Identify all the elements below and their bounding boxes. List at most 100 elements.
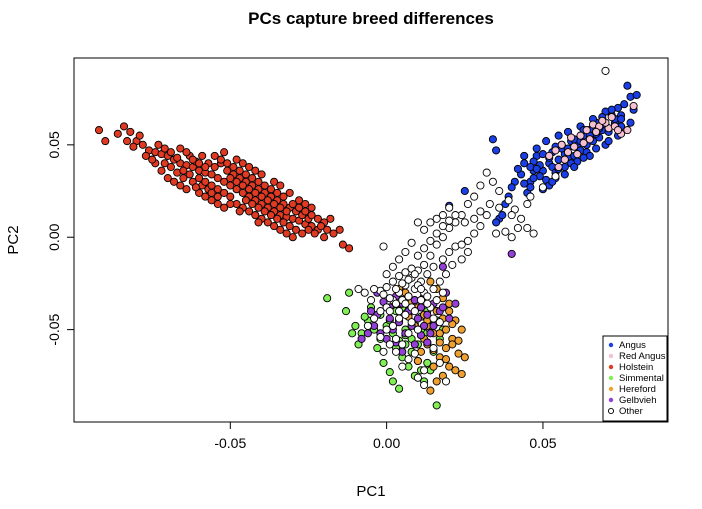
data-point [520, 151, 529, 160]
x-axis-label: PC1 [356, 483, 385, 500]
data-point [423, 310, 432, 319]
data-point [429, 344, 438, 353]
data-point [291, 225, 301, 234]
data-point [441, 325, 451, 334]
data-point [220, 148, 229, 157]
data-point [285, 188, 294, 197]
legend-item: Simmental [608, 373, 664, 384]
data-point [570, 142, 579, 151]
data-point [391, 284, 401, 294]
data-point [279, 192, 288, 201]
data-point [295, 196, 304, 205]
data-point [560, 170, 569, 179]
data-point [451, 211, 460, 220]
data-point [229, 162, 238, 172]
data-point [163, 174, 172, 183]
data-point [410, 340, 419, 349]
data-point [257, 192, 266, 201]
data-point [270, 222, 279, 231]
data-point [413, 251, 422, 260]
data-point [438, 222, 447, 231]
data-point [448, 340, 457, 349]
data-point [404, 275, 413, 284]
data-point [345, 288, 354, 297]
data-point [201, 177, 210, 186]
data-point [426, 386, 435, 395]
data-point [220, 188, 229, 197]
data-point [482, 168, 491, 177]
data-point [554, 162, 563, 172]
data-point [385, 307, 394, 316]
x-tick-label: -0.05 [214, 435, 246, 451]
data-point [413, 356, 422, 366]
data-point [429, 284, 438, 294]
data-point [629, 101, 638, 111]
data-point [507, 183, 516, 192]
data-point [488, 177, 497, 186]
data-point [220, 203, 229, 212]
series-holstein [94, 122, 354, 253]
data-point [623, 81, 632, 90]
data-point [201, 162, 210, 172]
data-point [395, 384, 404, 393]
data-point [241, 196, 250, 205]
data-point [216, 155, 225, 164]
data-point [488, 135, 497, 144]
data-point [176, 144, 185, 153]
data-point [119, 122, 129, 131]
data-point [432, 401, 441, 410]
legend-label: Gelbvieh [619, 395, 657, 406]
points-layer [94, 66, 641, 410]
data-point [404, 292, 413, 301]
data-point [341, 307, 351, 316]
data-point [398, 340, 407, 349]
data-point [298, 229, 307, 238]
data-point [460, 186, 469, 196]
data-point [426, 236, 435, 245]
data-point [404, 355, 413, 364]
data-point [207, 188, 216, 197]
data-point [404, 329, 413, 338]
data-point [276, 203, 285, 212]
data-point [632, 90, 641, 100]
data-point [166, 162, 175, 172]
data-point [385, 368, 394, 377]
data-point [463, 247, 472, 257]
data-point [420, 244, 429, 253]
data-point [357, 334, 366, 343]
data-point [573, 150, 582, 159]
data-point [254, 218, 263, 227]
data-point [395, 307, 404, 316]
data-point [279, 218, 288, 227]
data-point [398, 279, 407, 288]
data-point [266, 185, 276, 194]
data-point [529, 174, 538, 183]
data-point [520, 179, 529, 188]
data-point [223, 159, 232, 168]
data-point [482, 211, 491, 220]
data-point [435, 329, 444, 338]
data-point [335, 225, 344, 234]
data-point [345, 244, 354, 253]
data-point [251, 211, 260, 220]
data-point [245, 207, 254, 216]
data-point [366, 296, 376, 305]
data-point [526, 192, 535, 201]
legend-box [602, 335, 668, 422]
data-point [457, 255, 466, 264]
data-point [441, 377, 451, 386]
legend-item: Red Angus [608, 351, 666, 362]
data-point [276, 225, 285, 234]
data-point [438, 262, 447, 271]
data-point [329, 229, 338, 238]
data-point [210, 162, 219, 172]
data-point [579, 153, 588, 162]
data-point [179, 166, 188, 175]
data-point [379, 242, 388, 251]
data-point [551, 146, 560, 155]
data-point [451, 299, 460, 308]
legend-marker [608, 397, 614, 403]
data-point [476, 181, 485, 190]
data-point [551, 172, 560, 181]
data-point [376, 307, 385, 316]
